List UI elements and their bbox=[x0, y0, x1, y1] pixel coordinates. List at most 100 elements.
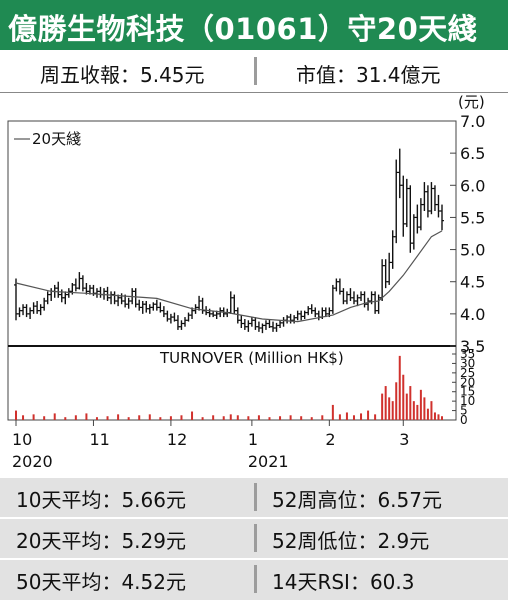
turnover-bar bbox=[388, 397, 391, 420]
turnover-bar bbox=[247, 416, 250, 420]
turnover-tick-label: 0 bbox=[460, 413, 468, 427]
turnover-bar bbox=[426, 408, 429, 420]
turnover-bar bbox=[331, 404, 334, 420]
legend-label: 20天綫 bbox=[32, 130, 81, 148]
turnover-bar bbox=[321, 415, 324, 420]
x-tick-label: 2 bbox=[325, 430, 335, 449]
turnover-bar bbox=[433, 412, 436, 420]
closing-price: 周五收報：5.45元 bbox=[40, 63, 205, 87]
turnover-bar bbox=[412, 401, 415, 420]
turnover-bar bbox=[405, 393, 408, 420]
turnover-bar bbox=[22, 415, 25, 420]
turnover-tick-label: 5 bbox=[460, 404, 468, 418]
stats-col-divider bbox=[254, 483, 257, 511]
turnover-bar bbox=[229, 414, 232, 420]
turnover-bar bbox=[236, 415, 239, 420]
rsi14-stat: 14天RSI：60.3 bbox=[272, 570, 415, 594]
turnover-bar bbox=[437, 414, 440, 420]
turnover-bar bbox=[15, 410, 17, 420]
turnover-bar bbox=[159, 417, 162, 420]
turnover-bar bbox=[279, 416, 282, 420]
price-tick-label: 5.5 bbox=[460, 208, 485, 227]
price-tick-label: 5.0 bbox=[460, 241, 485, 260]
turnover-bar bbox=[345, 412, 348, 420]
turnover-bar bbox=[310, 417, 313, 420]
turnover-bar bbox=[53, 413, 56, 420]
turnover-tick-label: 15 bbox=[460, 385, 475, 399]
x-axis: 10 2020 11 12 1 2021 2 3 bbox=[12, 420, 409, 471]
turnover-bar bbox=[338, 414, 341, 420]
turnover-bar bbox=[201, 417, 204, 420]
x-tick-label: 10 bbox=[12, 430, 32, 449]
x-year-label: 2021 bbox=[248, 452, 289, 471]
price-tick-label: 6.0 bbox=[460, 176, 485, 195]
price-tick-label: 3.5 bbox=[460, 337, 485, 356]
turnover-bar bbox=[180, 415, 183, 420]
ma20-line bbox=[15, 230, 443, 323]
price-axis: 7.0 6.5 6.0 5.5 5.0 4.5 4.0 3.5 bbox=[450, 112, 485, 356]
turnover-bar bbox=[398, 355, 401, 420]
turnover-bar bbox=[43, 416, 46, 420]
turnover-bar bbox=[409, 386, 412, 420]
turnover-tick-label: 25 bbox=[460, 366, 475, 380]
x-tick-label: 1 bbox=[248, 430, 258, 449]
turnover-bar bbox=[441, 416, 443, 420]
turnover-tick-label: 35 bbox=[460, 347, 475, 361]
chart-title: 億勝生物科技（01061）守20天綫 bbox=[8, 12, 478, 46]
x-year-label: 2020 bbox=[12, 452, 53, 471]
turnover-bar bbox=[138, 415, 141, 420]
turnover-bar bbox=[416, 404, 419, 420]
turnover-bar bbox=[402, 374, 405, 420]
turnover-bar bbox=[381, 393, 384, 420]
market-cap: 市值：31.4億元 bbox=[296, 63, 441, 87]
price-tick-label: 4.0 bbox=[460, 305, 485, 324]
turnover-bar bbox=[419, 389, 422, 420]
turnover-bars bbox=[15, 355, 443, 420]
low52-stat: 52周低位：2.9元 bbox=[272, 529, 430, 553]
turnover-bar bbox=[85, 413, 88, 420]
price-tick-label: 7.0 bbox=[460, 112, 485, 131]
turnover-bar bbox=[127, 417, 130, 420]
price-unit-label: (元) bbox=[458, 93, 485, 111]
stats-col-divider bbox=[254, 524, 257, 552]
turnover-bar bbox=[191, 411, 194, 420]
stats-row-divider bbox=[0, 558, 508, 560]
high52-stat: 52周高位：6.57元 bbox=[272, 488, 442, 512]
turnover-bar bbox=[300, 416, 303, 420]
price-turnover-chart: 7.06.56.05.55.04.54.03.5 35302520151050 … bbox=[7, 93, 485, 471]
x-tick-label: 11 bbox=[89, 430, 109, 449]
turnover-bar bbox=[289, 415, 292, 420]
turnover-bar bbox=[395, 382, 398, 420]
turnover-bar bbox=[352, 415, 355, 420]
price-tick-label: 6.5 bbox=[460, 144, 485, 163]
turnover-tick-label: 30 bbox=[460, 356, 475, 370]
turnover-label: TURNOVER (Million HK$) bbox=[159, 349, 344, 367]
x-tick-label: 12 bbox=[167, 430, 187, 449]
turnover-bar bbox=[117, 414, 120, 420]
summary-rule bbox=[0, 92, 508, 93]
ma20-stat: 20天平均：5.29元 bbox=[16, 529, 186, 553]
turnover-bar bbox=[430, 401, 433, 420]
turnover-bar bbox=[74, 415, 77, 420]
turnover-bar bbox=[423, 397, 426, 420]
turnover-tick-label: 20 bbox=[460, 375, 475, 389]
candlestick-series bbox=[14, 148, 444, 334]
turnover-bar bbox=[360, 413, 363, 420]
price-plot-frame bbox=[7, 120, 457, 347]
stats-row-divider bbox=[0, 517, 508, 519]
turnover-bar bbox=[106, 416, 109, 420]
turnover-bar bbox=[268, 417, 271, 420]
stats-panel: 10天平均：5.66元 52周高位：6.57元 20天平均：5.29元 52周低… bbox=[0, 478, 508, 600]
turnover-bar bbox=[32, 414, 35, 420]
turnover-bar bbox=[95, 417, 98, 420]
turnover-bar bbox=[169, 416, 172, 420]
turnover-bar bbox=[374, 414, 377, 420]
price-tick-label: 4.5 bbox=[460, 273, 485, 292]
turnover-bar bbox=[367, 410, 370, 420]
turnover-bar bbox=[257, 415, 260, 420]
summary-divider bbox=[254, 57, 257, 85]
ma50-stat: 50天平均：4.52元 bbox=[16, 570, 186, 594]
header-bar: 億勝生物科技（01061）守20天綫 bbox=[0, 0, 508, 50]
turnover-bar bbox=[391, 401, 394, 420]
